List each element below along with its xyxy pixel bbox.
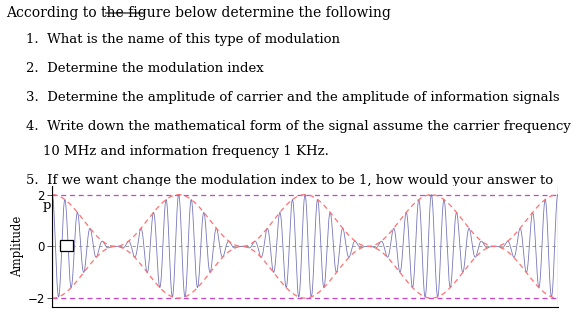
Text: 5.  If we want change the modulation index to be 1, how would your answer to: 5. If we want change the modulation inde… [26,173,553,187]
Text: 4.  Write down the mathematical form of the signal assume the carrier frequency: 4. Write down the mathematical form of t… [26,120,571,133]
Text: According to the figure below determine the following: According to the figure below determine … [6,5,390,20]
Text: 10 MHz and information frequency 1 KHz.: 10 MHz and information frequency 1 KHz. [26,145,329,158]
Text: 2.  Determine the modulation index: 2. Determine the modulation index [26,62,264,75]
Y-axis label: Amplitude: Amplitude [12,216,24,277]
Text: parts three & four change?: parts three & four change? [26,199,226,212]
Text: 3.  Determine the amplitude of carrier and the amplitude of information signals: 3. Determine the amplitude of carrier an… [26,91,560,104]
Text: 1.  What is the name of this type of modulation: 1. What is the name of this type of modu… [26,33,340,46]
Bar [60,240,73,251]
